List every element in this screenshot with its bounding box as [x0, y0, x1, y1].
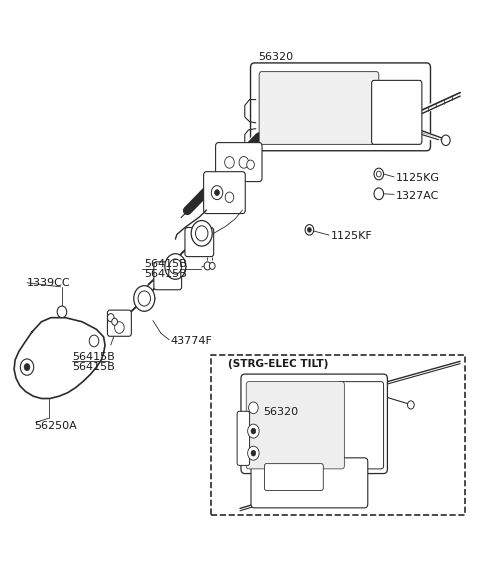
FancyBboxPatch shape [108, 310, 132, 336]
FancyBboxPatch shape [154, 262, 181, 290]
Circle shape [374, 168, 384, 180]
Circle shape [247, 160, 254, 170]
Circle shape [134, 286, 155, 311]
Text: 56320: 56320 [263, 406, 298, 416]
Text: 1339CC: 1339CC [27, 278, 71, 288]
FancyBboxPatch shape [251, 63, 431, 151]
Circle shape [211, 185, 223, 199]
Circle shape [195, 226, 208, 241]
Text: 56415B: 56415B [72, 362, 115, 372]
Text: 1327AC: 1327AC [396, 191, 439, 201]
Text: 56415B: 56415B [144, 269, 187, 279]
Circle shape [169, 259, 181, 274]
Circle shape [305, 224, 314, 235]
Text: 1125KG: 1125KG [396, 173, 440, 183]
FancyBboxPatch shape [264, 463, 323, 490]
Circle shape [248, 446, 259, 460]
Circle shape [376, 171, 381, 177]
Circle shape [225, 157, 234, 168]
FancyBboxPatch shape [259, 72, 379, 145]
FancyBboxPatch shape [246, 382, 344, 469]
Polygon shape [14, 318, 105, 399]
FancyBboxPatch shape [372, 80, 422, 145]
Circle shape [191, 220, 212, 246]
Circle shape [20, 359, 34, 375]
Text: 43774F: 43774F [170, 336, 213, 346]
Circle shape [215, 189, 219, 195]
Circle shape [308, 227, 312, 232]
Text: (STRG-ELEC TILT): (STRG-ELEC TILT) [228, 359, 328, 369]
Text: 56320: 56320 [258, 52, 293, 62]
Circle shape [251, 428, 256, 434]
Circle shape [204, 262, 211, 270]
Circle shape [442, 135, 450, 146]
Circle shape [115, 322, 124, 333]
Circle shape [89, 335, 99, 347]
Circle shape [165, 254, 186, 279]
FancyBboxPatch shape [216, 143, 262, 181]
Circle shape [251, 450, 256, 456]
Circle shape [57, 306, 67, 318]
FancyBboxPatch shape [204, 171, 245, 213]
FancyBboxPatch shape [251, 458, 368, 508]
FancyBboxPatch shape [185, 227, 214, 257]
FancyBboxPatch shape [237, 412, 250, 465]
Text: 56415B: 56415B [144, 259, 187, 269]
FancyBboxPatch shape [241, 374, 387, 473]
Circle shape [248, 424, 259, 438]
Circle shape [112, 318, 118, 325]
Circle shape [239, 157, 249, 168]
Text: 56250A: 56250A [34, 422, 77, 431]
Circle shape [408, 401, 414, 409]
Circle shape [249, 402, 258, 413]
Circle shape [209, 262, 215, 269]
Circle shape [24, 364, 30, 371]
FancyBboxPatch shape [338, 382, 384, 469]
Circle shape [108, 314, 114, 322]
Bar [211, 356, 465, 515]
Circle shape [138, 291, 151, 306]
Text: 1125KF: 1125KF [331, 231, 372, 241]
Circle shape [374, 188, 384, 199]
Circle shape [225, 192, 234, 202]
Text: 56415B: 56415B [72, 352, 115, 362]
